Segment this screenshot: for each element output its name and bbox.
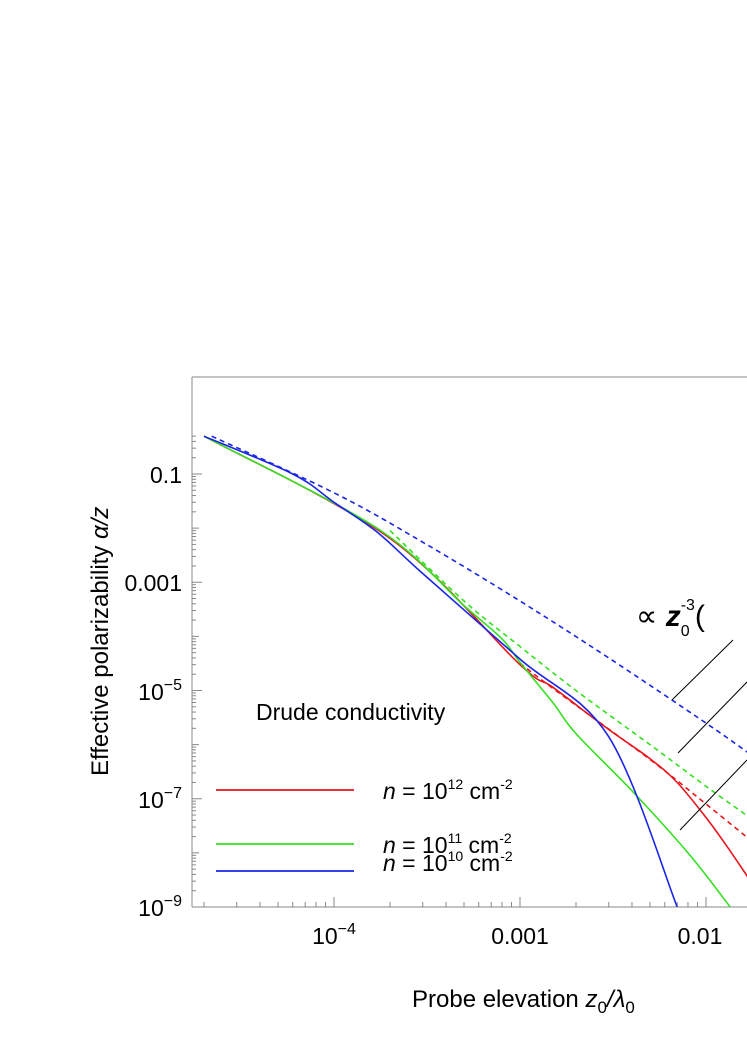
- legend-1e11-n: n: [383, 832, 396, 858]
- y-tick-label-1e-7: 10−7: [138, 785, 182, 813]
- x-axis-lambda-sub: 0: [625, 998, 634, 1017]
- series-line-0: [203, 435, 747, 878]
- annotation-sup: -3: [681, 597, 695, 614]
- legend-entry-1e12: n = 1012 cm-2: [216, 776, 513, 804]
- x-axis-title: Probe elevation z0/λ0: [412, 986, 635, 1017]
- annotation-sub: 0: [681, 623, 690, 640]
- x-axis-title-space: [579, 986, 586, 1013]
- axis-ticks: [192, 435, 707, 908]
- y-axis-title-text: Effective polarizability: [87, 546, 114, 776]
- y-tick-label-1e-9: 10−9: [138, 893, 182, 921]
- x-tick-labels: 10−4 0.001 0.01: [312, 921, 722, 949]
- series-line-1: [519, 662, 747, 839]
- annotation-leader-red: [679, 759, 747, 831]
- asymptote-annotation: ∝ z0 -3(: [636, 597, 747, 831]
- annotation-proportional: ∝: [636, 600, 657, 633]
- legend-entry-1e11: n = 1011 cm-2: [216, 830, 512, 858]
- x-axis-var: z: [584, 986, 597, 1013]
- x-axis-title-text: Probe elevation: [412, 986, 579, 1013]
- series-line-5: [211, 435, 747, 753]
- y-axis-z: z: [87, 507, 114, 520]
- legend-1e12-unit: cm: [463, 778, 500, 804]
- legend-label-1e12: n = 1012 cm-2: [383, 776, 513, 804]
- legend: Drude conductivity n = 1012 cm-2 n = 101…: [216, 699, 513, 876]
- legend-1e11-unit: cm: [462, 832, 499, 858]
- y-axis-alpha: α/: [87, 516, 114, 539]
- annotation-z: z: [665, 600, 681, 633]
- y-tick-5-exp: −5: [164, 677, 182, 694]
- series-line-4: [203, 435, 678, 907]
- y-axis-title-space: [87, 539, 114, 546]
- legend-1e11-unit-exp: -2: [499, 830, 512, 846]
- y-tick-label-1e-5: 10−5: [138, 677, 182, 705]
- legend-1e12-n: n: [383, 778, 396, 804]
- annotation-space: [657, 600, 665, 633]
- y-axis-title: Effective polarizability α/z: [87, 507, 114, 776]
- legend-1e10-exp: 10: [448, 848, 464, 864]
- plot-frame: [191, 376, 747, 908]
- x-tick-label-1e-4: 10−4: [312, 921, 356, 949]
- y-tick-label-0.1: 0.1: [150, 462, 182, 488]
- y-tick-7-exp: −7: [164, 785, 182, 802]
- legend-1e10-n: n: [383, 850, 396, 876]
- legend-1e11-eq: = 10: [396, 832, 448, 858]
- legend-1e10-eq: = 10: [396, 850, 448, 876]
- x-axis-lambda: /λ: [605, 986, 625, 1013]
- x-tick-4-base: 10: [312, 923, 338, 949]
- annotation-leader-green: [677, 681, 747, 754]
- legend-1e10-unit: cm: [463, 850, 500, 876]
- legend-label-1e10: n = 1010 cm-2: [383, 848, 513, 876]
- y-tick-label-0.001: 0.001: [124, 570, 182, 596]
- legend-1e10-unit-exp: -2: [500, 848, 513, 864]
- x-axis-var-sub: 0: [597, 998, 606, 1017]
- legend-1e11-exp: 11: [448, 830, 463, 846]
- y-tick-5-base: 10: [138, 679, 164, 705]
- y-tick-labels: 0.1 0.001 10−5 10−7 10−9: [124, 462, 182, 921]
- series-line-2: [203, 435, 731, 907]
- annotation-leader-blue: [671, 639, 734, 701]
- y-tick-7-base: 10: [138, 787, 164, 813]
- legend-title: Drude conductivity: [256, 699, 446, 725]
- x-tick-4-exp: −4: [338, 921, 356, 938]
- series-line-3: [389, 530, 747, 817]
- legend-1e12-unit-exp: -2: [500, 776, 513, 792]
- annotation-paren: (: [695, 600, 705, 633]
- series-layer: [203, 435, 747, 907]
- legend-label-1e11: n = 1011 cm-2: [383, 830, 512, 858]
- legend-1e12-exp: 12: [448, 776, 464, 792]
- y-tick-9-base: 10: [138, 895, 164, 921]
- y-tick-9-exp: −9: [164, 893, 182, 910]
- x-tick-label-0.01: 0.01: [678, 923, 723, 949]
- legend-entry-1e10: n = 1010 cm-2: [216, 848, 513, 876]
- x-tick-label-0.001: 0.001: [491, 923, 549, 949]
- annotation-label: ∝ z0 -3(: [636, 597, 705, 640]
- legend-1e12-eq: = 10: [396, 778, 448, 804]
